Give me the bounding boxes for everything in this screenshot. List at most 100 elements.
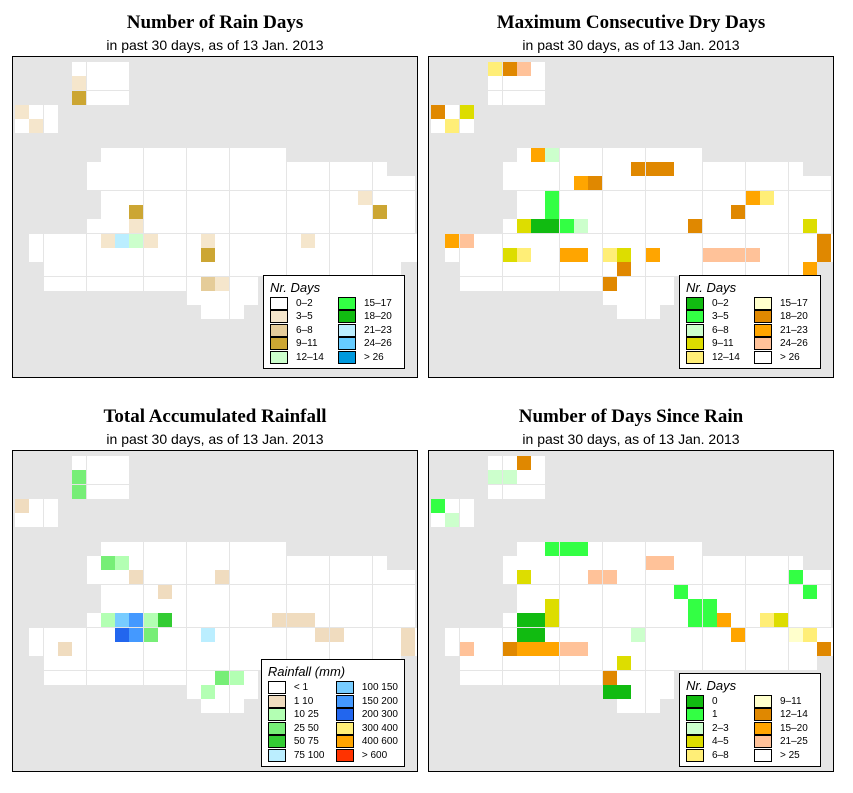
grid-cell <box>731 190 746 205</box>
legend-swatch <box>338 310 356 324</box>
grid-cell <box>588 641 603 656</box>
grid-cell <box>645 670 660 685</box>
grid-cell <box>531 62 546 76</box>
grid-cell <box>358 570 373 585</box>
grid-cell <box>531 599 546 613</box>
legend-item: 18–20 <box>754 310 814 324</box>
grid-cell <box>172 599 187 613</box>
grid-cell <box>759 613 774 628</box>
grid-cell <box>674 247 689 262</box>
legend-label: 15–20 <box>780 722 808 734</box>
grid-cell <box>186 684 201 699</box>
grid-cell <box>445 627 460 642</box>
grid-cell <box>286 570 301 585</box>
grid-cell <box>473 627 488 642</box>
grid-cell <box>115 190 130 205</box>
map-dry-days: Nr. Days 0–2 3–5 6–8 9–11 12–14 15–17 18–20 21–2… <box>428 56 834 378</box>
grid-cell <box>57 262 72 277</box>
grid-cell <box>659 570 674 585</box>
grid-cell <box>243 670 258 685</box>
grid-cell <box>531 247 546 262</box>
grid-cell <box>57 641 72 656</box>
grid-cell <box>186 627 201 642</box>
grid-cell <box>343 627 358 642</box>
grid-cell <box>459 276 474 291</box>
grid-cell <box>301 205 315 219</box>
grid-cell <box>802 233 817 248</box>
grid-cell <box>645 699 660 714</box>
grid-cell <box>100 627 115 642</box>
grid-cell <box>802 190 817 205</box>
grid-cell <box>186 176 201 191</box>
grid-cell <box>229 162 244 177</box>
grid-cell <box>502 76 517 91</box>
map-rain-days: Nr. Days 0–2 3–5 6–8 9–11 12–14 15–17 18–20 21–2… <box>12 56 418 378</box>
grid-cell <box>415 627 417 642</box>
grid-cell <box>301 262 315 277</box>
grid-cell <box>229 570 244 585</box>
grid-cell <box>258 219 273 234</box>
grid-cell <box>29 513 44 528</box>
grid-cell <box>445 247 460 262</box>
map-legend: Nr. Days 0–2 3–5 6–8 9–11 12–14 15–17 18–20 21–2… <box>263 274 405 369</box>
grid-cell <box>172 613 187 628</box>
grid-cell <box>200 176 215 191</box>
grid-cell <box>229 613 244 628</box>
grid-cell <box>574 162 588 177</box>
grid-cell <box>272 599 287 613</box>
grid-cell <box>72 484 87 499</box>
grid-cell <box>215 190 230 205</box>
grid-cell <box>602 205 617 219</box>
map-legend: Nr. Days 0–2 3–5 6–8 9–11 12–14 15–17 18–20 21–2… <box>679 274 821 369</box>
grid-cell <box>229 276 244 291</box>
grid-cell <box>172 276 187 291</box>
grid-cell <box>602 262 617 277</box>
grid-cell <box>215 641 230 656</box>
grid-cell <box>243 656 258 671</box>
grid-cell <box>616 262 631 277</box>
grid-cell <box>788 656 803 671</box>
grid-cell <box>702 162 717 177</box>
grid-cell <box>645 541 660 556</box>
map-days-since-rain: Nr. Days 0 1 2–3 4–5 6–8 9–11 12–14 15–20 21–25 > … <box>428 450 834 772</box>
grid-cell <box>343 247 358 262</box>
grid-cell <box>545 584 560 599</box>
grid-cell <box>788 599 803 613</box>
grid-cell <box>129 656 144 671</box>
legend-label: 9–11 <box>780 695 802 707</box>
grid-cell <box>788 570 803 585</box>
legend-swatch <box>686 337 704 351</box>
grid-cell <box>745 219 760 234</box>
grid-cell <box>258 247 273 262</box>
grid-cell <box>229 219 244 234</box>
legend-label: > 25 <box>780 749 800 761</box>
legend-swatch <box>754 350 772 364</box>
grid-cell <box>774 262 789 277</box>
grid-cell <box>200 627 215 642</box>
grid-cell <box>574 641 588 656</box>
grid-cell <box>531 76 546 91</box>
grid-cell <box>817 190 832 205</box>
grid-cell <box>372 247 387 262</box>
grid-cell <box>115 147 130 162</box>
grid-cell <box>243 176 258 191</box>
legend-swatch <box>686 721 704 735</box>
grid-cell <box>602 219 617 234</box>
grid-cell <box>329 233 344 248</box>
grid-cell <box>616 656 631 671</box>
grid-cell <box>43 119 58 134</box>
grid-cell <box>243 219 258 234</box>
grid-cell <box>659 627 674 642</box>
grid-cell <box>243 262 258 277</box>
legend-item: 18–20 <box>338 310 398 324</box>
grid-cell <box>802 247 817 262</box>
grid-cell <box>731 262 746 277</box>
legend-label: 3–5 <box>296 311 313 323</box>
legend-label: 100 150 <box>361 682 398 694</box>
grid-cell <box>559 247 574 262</box>
grid-cell <box>774 205 789 219</box>
grid-cell <box>688 247 703 262</box>
legend-label: 24–26 <box>364 338 392 350</box>
grid-cell <box>243 599 258 613</box>
grid-cell <box>115 205 130 219</box>
